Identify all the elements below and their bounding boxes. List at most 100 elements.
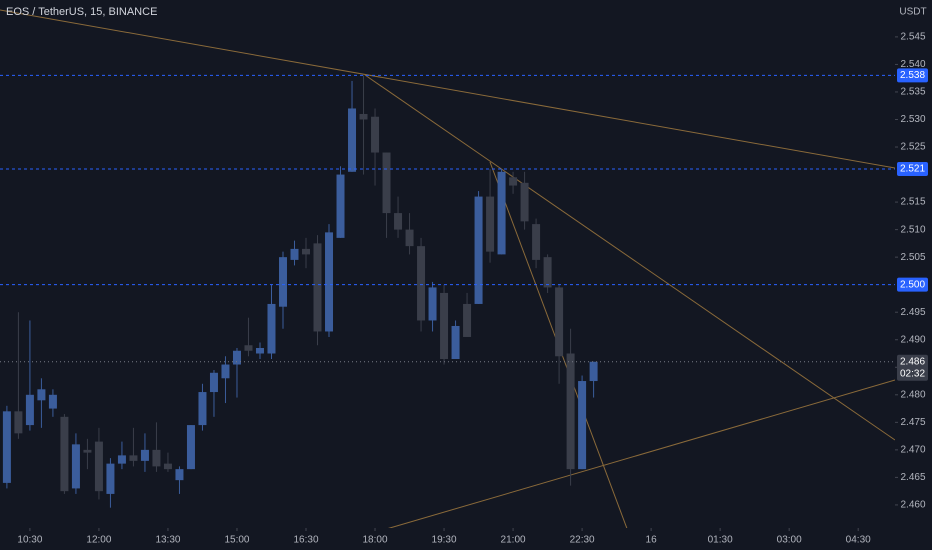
candle-body [417,246,426,321]
candle-body [555,287,564,357]
y-tick-label: 2.535 [900,87,925,98]
candle-body [267,303,276,354]
candle-body [83,449,92,453]
y-tick-label: 2.460 [900,500,925,511]
x-tick-label: 16 [646,535,658,546]
chart-title: EOS / TetherUS, 15, BINANCE [6,6,157,18]
candle-body [232,350,241,365]
level-label: 2.500 [900,279,925,290]
x-tick-label: 22:30 [570,535,595,546]
candle-body [325,232,334,332]
candle-body [48,394,57,409]
candle-body [290,248,299,260]
level-label: 2.521 [900,164,925,175]
candle-body [405,229,414,247]
candle-body [2,411,11,483]
trend-line [0,9,896,169]
x-tick-label: 18:00 [363,535,388,546]
y-tick-label: 2.505 [900,252,925,263]
y-tick-label: 2.515 [900,197,925,208]
last-price-label: 2.486 [900,356,925,367]
y-tick-label: 2.525 [900,142,925,153]
x-tick-label: 15:00 [224,535,249,546]
x-tick-label: 01:30 [708,535,733,546]
candle-body [486,196,495,252]
level-badge [897,277,928,292]
y-tick-label: 2.470 [900,445,925,456]
candle-body [394,213,403,230]
candle-body [117,455,126,464]
y-tick-label: 2.510 [900,224,925,235]
candle-body [566,353,575,470]
candle-body [336,174,345,238]
candle-body [313,243,322,332]
trend-line [382,379,896,531]
candle-body [371,116,380,153]
time-axis [0,528,895,550]
price-axis [895,0,932,550]
candle-body [428,287,437,321]
x-tick-label: 03:00 [777,535,802,546]
candle-body [532,224,541,260]
candle-body [221,364,230,379]
candle-body [474,196,483,304]
candle-body [278,257,287,307]
candle-body [106,463,115,494]
candle-body [589,361,598,382]
candle-body [198,392,207,426]
candle-body [71,444,80,489]
candle-body [463,303,472,337]
candle-body [209,372,218,393]
candle-body [129,455,138,461]
candle-body [440,292,449,360]
x-tick-label: 04:30 [846,535,871,546]
level-badge [897,68,928,83]
y-tick-label: 2.490 [900,334,925,345]
candle-body [175,469,184,481]
candle-body [255,348,264,354]
candle-body [244,345,253,351]
level-badge [897,162,928,177]
x-tick-label: 16:30 [293,535,318,546]
marks [2,75,598,508]
candle-body [497,171,506,255]
candle-body [60,416,69,492]
last-price-badge [897,354,928,381]
candle-body [163,463,172,470]
x-tick-label: 13:30 [155,535,180,546]
y-tick-label: 2.545 [900,32,925,43]
candle-body [520,182,529,222]
y-tick-label: 2.475 [900,417,925,428]
x-tick-label: 12:00 [86,535,111,546]
candle-body [509,177,518,186]
candle-body [382,152,391,214]
y-tick-label: 2.530 [900,114,925,125]
trend-line [364,74,896,441]
y-tick-label: 2.480 [900,389,925,400]
candle-body [94,441,103,492]
candle-body [186,425,195,470]
candle-body [25,394,34,426]
y-tick-label: 2.540 [900,59,925,70]
candle-body [302,248,311,255]
candle-body [140,449,149,461]
candle-body [348,108,357,172]
candle-body [543,257,552,288]
countdown-label: 02:32 [900,368,925,379]
y-tick-label: 2.465 [900,472,925,483]
x-tick-label: 19:30 [432,535,457,546]
level-label: 2.538 [900,70,925,81]
currency-label: USDT [899,7,926,18]
candle-body [152,449,161,467]
y-tick-label: 2.495 [900,307,925,318]
candle-body [359,113,368,120]
candle-body [578,381,587,470]
candle-body [14,411,23,434]
x-tick-label: 10:30 [17,535,42,546]
x-tick-label: 21:00 [501,535,526,546]
candle-body [37,389,46,401]
candle-body [451,325,460,360]
